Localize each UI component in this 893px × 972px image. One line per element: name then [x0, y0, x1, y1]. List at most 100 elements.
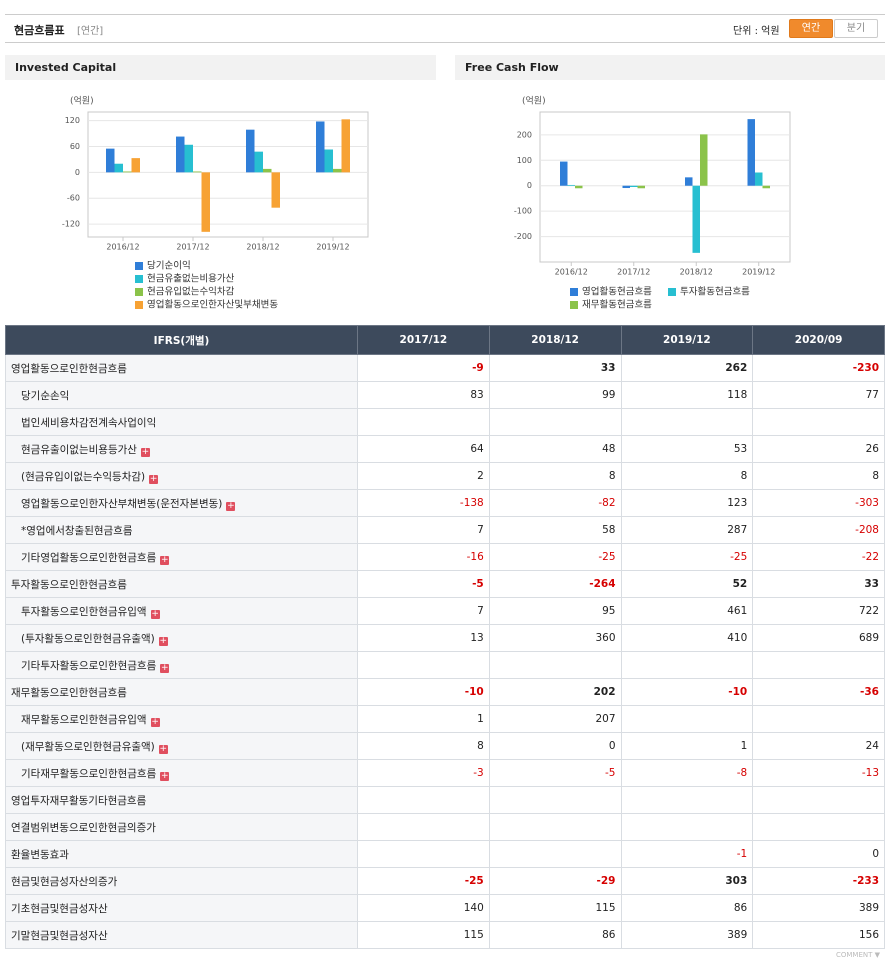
cell: 83	[357, 381, 490, 409]
row-label-text: 법인세비용차감전계속사업이익	[21, 416, 157, 429]
header-title: 현금흐름표	[14, 24, 65, 37]
legend-swatch	[135, 275, 143, 283]
comment-toggle[interactable]: COMMENT ▼	[836, 951, 881, 959]
bar	[637, 185, 645, 189]
cell	[752, 408, 885, 436]
cell: -25	[620, 543, 754, 571]
legend-label: 현금유출없는비용가산	[147, 273, 235, 285]
cell: 118	[620, 381, 754, 409]
tab[interactable]: 분기	[834, 19, 878, 38]
row-label-text: 기타영업활동으로인한현금흐름	[21, 551, 157, 564]
row-label: 환율변동효과	[5, 840, 358, 868]
y-tick-label: 200	[517, 130, 532, 139]
table-row: 기초현금및현금성자산 140 115 86 389	[5, 894, 885, 922]
expand-button[interactable]: +	[160, 770, 170, 781]
cell: 207	[488, 705, 622, 733]
row-label-text: 기초현금및현금성자산	[11, 902, 108, 915]
bar	[176, 136, 185, 173]
bar	[114, 163, 123, 173]
row-label-text: 재무활동으로인한현금유입액	[21, 713, 147, 726]
cell: -230	[752, 354, 885, 382]
cell: -208	[752, 516, 885, 544]
unit-label: (억원)	[70, 95, 94, 107]
legend-swatch	[668, 288, 676, 296]
bar	[700, 134, 708, 186]
cell: -264	[488, 570, 622, 598]
bar	[333, 168, 342, 173]
cell: 2	[357, 462, 490, 490]
y-tick-label: 60	[70, 142, 80, 151]
cell: 0	[488, 732, 622, 760]
row-label-text: 현금유출이없는비용등가산	[21, 443, 137, 456]
cell: 58	[488, 516, 622, 544]
cell: 53	[620, 435, 754, 463]
row-label: 투자활동으로인한현금흐름	[5, 570, 358, 598]
row-label-text: 환율변동효과	[11, 848, 69, 861]
table-row: 투자활동으로인한현금유입액 +7 95 461 722	[5, 597, 885, 625]
cell	[357, 840, 490, 868]
row-label-text: 투자활동으로인한현금흐름	[11, 578, 127, 591]
row-label-text: 기말현금및현금성자산	[11, 929, 108, 942]
y-tick-label: -60	[67, 194, 80, 203]
cell	[488, 840, 622, 868]
column-header: 2019/12	[620, 325, 754, 355]
cell: 202	[488, 678, 622, 706]
x-tick-label: 2018/12	[246, 243, 279, 252]
bar	[316, 121, 325, 173]
cell: -233	[752, 867, 885, 895]
table-row: (투자활동으로인한현금유출액) +13 360 410 689	[5, 624, 885, 652]
expand-button[interactable]: +	[149, 473, 159, 484]
expand-button[interactable]: +	[150, 716, 160, 727]
cell: 33	[488, 354, 622, 382]
row-label: 영업활동으로인한자산부채변동(운전자본변동) +	[5, 489, 358, 517]
row-label: (재무활동으로인한현금유출액) +	[5, 732, 358, 760]
cell: -13	[752, 759, 885, 787]
table-row: 재무활동으로인한현금유입액 +1 207	[5, 705, 885, 733]
cell: 99	[488, 381, 622, 409]
expand-button[interactable]: +	[158, 743, 168, 754]
bar	[123, 171, 132, 173]
row-label: 기초현금및현금성자산	[5, 894, 358, 922]
row-label-text: 기타재무활동으로인한현금흐름	[21, 767, 157, 780]
row-label: *영업에서창출된현금흐름	[5, 516, 358, 544]
cell: -25	[488, 543, 622, 571]
cell	[488, 786, 622, 814]
expand-button[interactable]: +	[160, 554, 170, 565]
table-row: (현금유입이없는수익등차감) +2 8 8 8	[5, 462, 885, 490]
bar	[263, 168, 272, 173]
cell: 86	[488, 921, 622, 949]
cell: -8	[620, 759, 754, 787]
cell: 115	[488, 894, 622, 922]
cell: -10	[357, 678, 490, 706]
cell: -9	[357, 354, 490, 382]
x-tick-label: 2016/12	[106, 243, 139, 252]
cell: 115	[357, 921, 490, 949]
x-tick-label: 2017/12	[176, 243, 209, 252]
cell: -36	[752, 678, 885, 706]
y-tick-label: -120	[62, 220, 80, 229]
table-row: 환율변동효과 -1 0	[5, 840, 885, 868]
bar	[341, 119, 350, 173]
table-body: 영업활동으로인한현금흐름 -9 33 262 -230 당기순손익 83 99 118 77 법인세…	[5, 354, 885, 949]
row-label: 재무활동으로인한현금흐름	[5, 678, 358, 706]
cell: 95	[488, 597, 622, 625]
cell: 287	[620, 516, 754, 544]
table-row: 기타재무활동으로인한현금흐름 + -3 -5 -8 -13	[5, 759, 885, 787]
expand-button[interactable]: +	[158, 635, 168, 646]
row-label-text: 기타투자활동으로인한현금흐름	[21, 659, 157, 672]
expand-button[interactable]: +	[150, 608, 160, 619]
y-tick-label: 100	[517, 156, 532, 165]
table-row: (재무활동으로인한현금유출액) +8 0 1 24	[5, 732, 885, 760]
tab[interactable]: 연간	[789, 19, 833, 38]
expand-button[interactable]: +	[140, 446, 150, 457]
cell	[620, 408, 754, 436]
cell: 8	[357, 732, 490, 760]
legend-label: 영업활동으로인한자산및부채변동	[147, 299, 278, 311]
expand-button[interactable]: +	[226, 500, 236, 511]
legend-swatch	[135, 288, 143, 296]
cell: -10	[620, 678, 754, 706]
cell: 7	[357, 516, 490, 544]
expand-button[interactable]: +	[160, 662, 170, 673]
cell: -303	[752, 489, 885, 517]
